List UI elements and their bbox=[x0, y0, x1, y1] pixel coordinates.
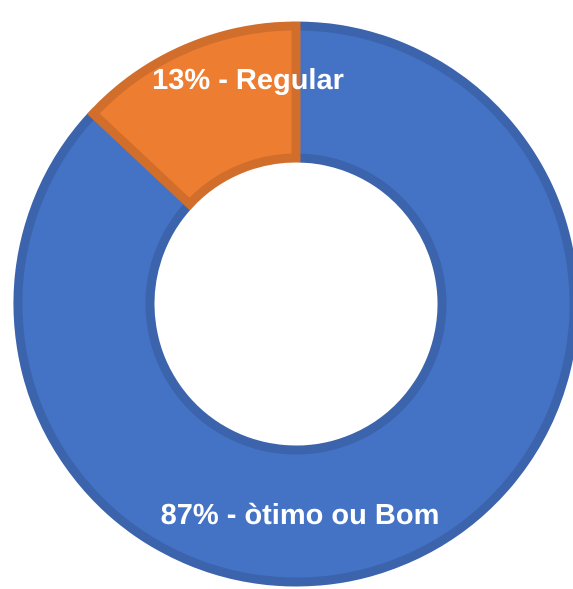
data-label: 87% - òtimo ou Bom bbox=[160, 499, 440, 531]
donut-slice bbox=[13, 21, 573, 587]
data-label: 13% - Regular bbox=[152, 64, 344, 96]
donut-slice bbox=[86, 21, 301, 211]
